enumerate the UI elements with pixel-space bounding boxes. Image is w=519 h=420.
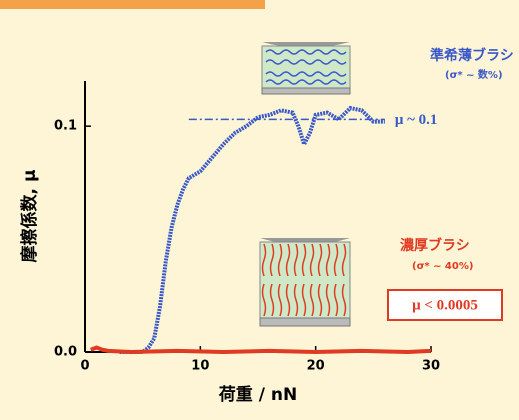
x-tick-label: 0	[80, 359, 89, 374]
x-tick-label: 30	[422, 359, 440, 374]
legend-sublabel: (σ* ~ 40%)	[412, 261, 473, 272]
x-axis-label: 荷重 / nN	[219, 384, 297, 405]
legend-label: 濃厚ブラシ	[400, 237, 470, 254]
x-tick-label: 20	[307, 359, 325, 374]
chart: 荷重 / nN 摩擦係数, μ 準希薄ブラシ (σ* ~ 数%) 濃厚ブラシ (…	[0, 0, 519, 420]
y-tick-label: 0.1	[54, 119, 77, 134]
legend-sublabel: (σ* ~ 数%)	[445, 68, 503, 81]
y-axis-label: 摩擦係数, μ	[19, 170, 40, 263]
y-tick-label: 0.0	[54, 345, 77, 360]
x-tick-label: 10	[191, 359, 209, 374]
annotation: μ < 0.0005	[412, 297, 478, 313]
brush-illustration-red	[260, 238, 350, 326]
reference-label: μ ~ 0.1	[395, 112, 438, 128]
brush-illustration-blue	[262, 42, 350, 94]
top-strip	[0, 0, 265, 9]
legend-label: 準希薄ブラシ	[430, 47, 514, 64]
